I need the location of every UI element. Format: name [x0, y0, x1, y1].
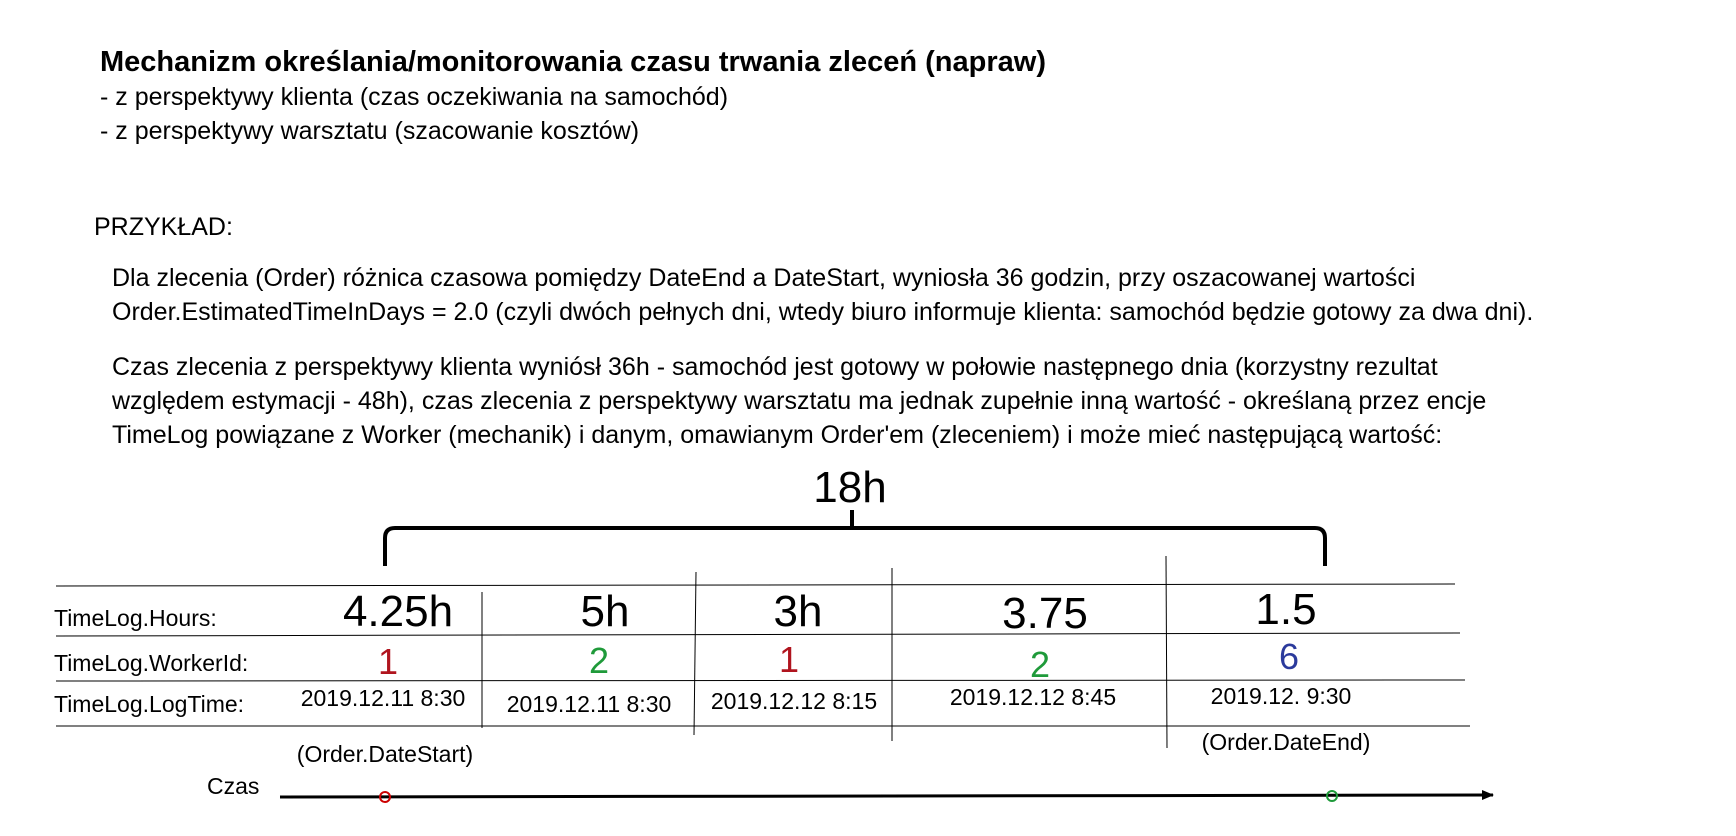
row-label-hours: TimeLog.Hours:	[54, 605, 217, 631]
table-rule-hours	[55, 632, 1461, 637]
table-divider	[693, 571, 697, 736]
time-axis-label: Czas	[207, 773, 259, 799]
table-divider	[1165, 555, 1168, 749]
example-heading: PRZYKŁAD:	[94, 213, 233, 241]
page-title: Mechanizm określania/monitorowania czasu…	[100, 46, 1046, 78]
paragraph-line: Czas zlecenia z perspektywy klienta wyni…	[112, 353, 1438, 381]
entry-worker-id: 1	[378, 641, 398, 682]
subtitle-client: - z perspektywy klienta (czas oczekiwani…	[100, 83, 729, 111]
time-axis	[279, 790, 1494, 801]
paragraph-order-difference: Dla zlecenia (Order) różnica czasowa pom…	[112, 261, 1533, 329]
date-end-label: (Order.DateEnd)	[1202, 729, 1371, 755]
entry-worker-id: 1	[779, 639, 799, 680]
entry-hours: 4.25h	[343, 587, 453, 636]
entry-logtime: 2019.12. 9:30	[1211, 683, 1352, 709]
row-label-worker: TimeLog.WorkerId:	[54, 650, 248, 676]
paragraph-line: Order.EstimatedTimeInDays = 2.0 (czyli d…	[112, 298, 1534, 326]
row-label-logtime: TimeLog.LogTime:	[54, 691, 244, 717]
entry-logtime: 2019.12.12 8:45	[950, 684, 1116, 710]
subtitle-workshop: - z perspektywy warsztatu (szacowanie ko…	[100, 117, 640, 145]
date-start-marker	[379, 791, 391, 803]
paragraph-line: TimeLog powiązane z Worker (mechanik) i …	[112, 421, 1443, 449]
entry-logtime: 2019.12.11 8:30	[507, 691, 672, 717]
entry-worker-id: 2	[1030, 644, 1050, 685]
paragraph-perspectives: Czas zlecenia z perspektywy klienta wyni…	[112, 350, 1486, 452]
entry-hours: 1.5	[1255, 585, 1316, 634]
entry-worker-id: 2	[589, 640, 609, 681]
total-brace	[383, 526, 1327, 566]
entry-hours: 3.75	[1002, 589, 1088, 638]
entry-hours: 5h	[581, 587, 630, 636]
paragraph-line: względem estymacji - 48h), czas zlecenia…	[112, 387, 1487, 415]
table-rule-worker	[55, 679, 1466, 682]
paragraph-line: Dla zlecenia (Order) różnica czasowa pom…	[112, 264, 1416, 292]
date-end-marker	[1326, 790, 1338, 802]
entry-logtime: 2019.12.12 8:15	[711, 688, 877, 714]
entry-hours: 3h	[774, 587, 823, 636]
table-rule-top	[55, 583, 1456, 587]
total-hours-label: 18h	[813, 463, 886, 512]
entry-logtime: 2019.12.11 8:30	[301, 685, 466, 711]
date-start-label: (Order.DateStart)	[297, 741, 473, 767]
entry-worker-id: 6	[1279, 636, 1299, 677]
